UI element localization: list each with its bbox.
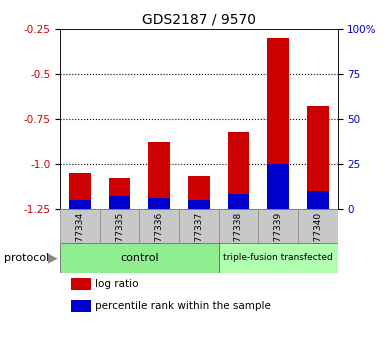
Bar xyxy=(219,243,338,273)
Bar xyxy=(69,200,91,209)
Title: GDS2187 / 9570: GDS2187 / 9570 xyxy=(142,13,256,27)
Bar xyxy=(69,173,91,209)
Bar xyxy=(71,300,91,312)
Bar xyxy=(60,209,100,243)
Text: GSM77339: GSM77339 xyxy=(274,211,282,261)
Text: percentile rank within the sample: percentile rank within the sample xyxy=(95,301,270,311)
Bar xyxy=(148,198,170,209)
Bar xyxy=(188,176,210,209)
Bar xyxy=(219,209,258,243)
Bar xyxy=(258,209,298,243)
Text: ▶: ▶ xyxy=(48,252,57,264)
Bar xyxy=(139,209,179,243)
Bar xyxy=(109,178,130,209)
Text: GSM77338: GSM77338 xyxy=(234,211,243,261)
Bar xyxy=(228,131,249,209)
Bar xyxy=(148,142,170,209)
Text: GSM77336: GSM77336 xyxy=(155,211,164,261)
Bar xyxy=(307,191,329,209)
Bar xyxy=(71,278,91,289)
Bar xyxy=(109,196,130,209)
Text: GSM77340: GSM77340 xyxy=(313,211,322,260)
Bar xyxy=(188,200,210,209)
Bar xyxy=(267,38,289,209)
Bar xyxy=(179,209,219,243)
Text: GSM77337: GSM77337 xyxy=(194,211,203,261)
Bar xyxy=(307,107,329,209)
Bar xyxy=(60,243,219,273)
Bar xyxy=(298,209,338,243)
Text: triple-fusion transfected: triple-fusion transfected xyxy=(223,253,333,263)
Text: log ratio: log ratio xyxy=(95,279,138,289)
Text: protocol: protocol xyxy=(4,253,49,263)
Text: GSM77335: GSM77335 xyxy=(115,211,124,261)
Text: GSM77334: GSM77334 xyxy=(75,211,85,260)
Bar xyxy=(228,194,249,209)
Text: control: control xyxy=(120,253,159,263)
Bar xyxy=(267,164,289,209)
Bar xyxy=(100,209,139,243)
